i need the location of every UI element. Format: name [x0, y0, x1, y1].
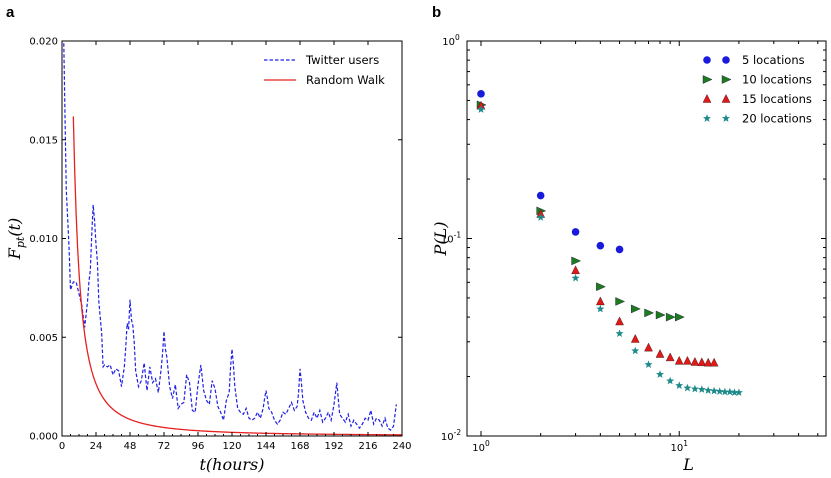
data-point — [697, 357, 707, 367]
legend-marker — [722, 114, 730, 122]
data-point — [683, 355, 692, 365]
y-tick-label: 0.020 — [29, 37, 58, 48]
data-point — [596, 304, 605, 313]
legend-marker — [722, 56, 730, 64]
series-20-locations — [477, 105, 743, 396]
legend: Twitter users Random Walk — [264, 53, 385, 87]
data-point — [596, 282, 606, 292]
panel-label: b — [432, 4, 441, 21]
data-point — [536, 213, 545, 221]
data-point — [690, 384, 699, 393]
x-tick-label: 144 — [256, 441, 275, 452]
data-point — [683, 383, 692, 392]
data-point — [690, 357, 700, 366]
data-point — [655, 310, 666, 320]
series-line-random-walk — [72, 116, 402, 436]
data-point — [725, 387, 734, 396]
data-point — [703, 357, 713, 367]
panel-a: a 0 24 48 72 96 120 144 168 192 216 240 0.000 0.005 0.… — [5, 4, 412, 474]
y-tick-label: 100 — [442, 33, 460, 48]
data-point — [477, 90, 485, 98]
data-point — [536, 191, 545, 200]
data-point — [477, 105, 485, 113]
panel-label: a — [6, 4, 15, 21]
y-axis-label: Fpt(t) — [5, 218, 27, 261]
data-point — [571, 228, 580, 236]
legend-marker — [702, 75, 713, 84]
x-tick-label: 0 — [59, 441, 65, 452]
data-point — [644, 342, 653, 352]
x-tick-label: 48 — [124, 441, 137, 452]
x-axis-label: L — [682, 455, 694, 474]
y-tick-label: 0.015 — [29, 135, 58, 146]
data-point — [644, 360, 653, 368]
data-point — [615, 329, 624, 337]
data-point — [674, 355, 684, 365]
data-point — [615, 316, 624, 326]
y-tick-label: 0.010 — [29, 234, 58, 245]
series-10-locations — [476, 100, 685, 322]
y-tick-label: 10-2 — [441, 428, 461, 443]
x-axis-label: t(hours) — [199, 455, 264, 474]
y-tick-label: 0.005 — [29, 333, 58, 344]
legend-entry: Twitter users — [305, 53, 379, 67]
legend: 5 locations 10 locations 15 locations 20 lo… — [702, 53, 812, 126]
legend-entry: Random Walk — [306, 73, 385, 87]
legend-entry: 10 locations — [742, 73, 812, 87]
y-tick-label: 10-1 — [441, 231, 461, 246]
data-point — [656, 370, 665, 378]
data-point — [644, 308, 655, 318]
x-tick-label: 101 — [670, 439, 688, 454]
x-tick-label: 168 — [290, 441, 309, 452]
data-point — [631, 304, 641, 314]
x-tick-label: 96 — [192, 441, 205, 452]
data-point — [665, 312, 676, 322]
data-point — [734, 388, 743, 396]
x-tick-label: 72 — [158, 441, 171, 452]
data-point — [615, 297, 626, 306]
data-point — [715, 387, 724, 395]
axes-frame — [61, 40, 403, 437]
y-axis-label: P(L) — [431, 222, 450, 257]
data-point — [571, 273, 580, 282]
legend-marker — [702, 94, 712, 103]
data-point — [665, 352, 675, 362]
legend-marker — [703, 56, 711, 64]
data-point — [571, 256, 582, 266]
data-point — [666, 376, 675, 385]
data-point — [655, 349, 665, 358]
data-point — [571, 265, 580, 275]
data-point — [730, 388, 739, 396]
x-tick-label: 192 — [324, 441, 343, 452]
series-line-twitter-users — [63, 41, 397, 431]
x-tick-label: 240 — [392, 441, 411, 452]
legend-marker — [721, 94, 731, 103]
data-point — [596, 241, 605, 250]
legend-marker — [721, 75, 732, 84]
data-point — [630, 334, 640, 343]
data-point — [631, 346, 640, 355]
series-5-locations — [477, 90, 624, 254]
data-point — [709, 357, 719, 367]
legend-marker — [703, 114, 711, 122]
x-tick-label: 216 — [358, 441, 377, 452]
y-tick-label: 0.000 — [29, 432, 58, 443]
data-point — [675, 381, 684, 389]
x-tick-label: 100 — [472, 439, 490, 454]
series-15-locations — [476, 100, 719, 367]
x-tick-label: 24 — [90, 441, 103, 452]
data-point — [710, 386, 719, 395]
data-point — [704, 386, 713, 394]
data-point — [615, 245, 624, 254]
x-tick-label: 120 — [222, 441, 241, 452]
legend-entry: 15 locations — [742, 92, 812, 106]
legend-entry: 20 locations — [742, 112, 812, 126]
data-point — [675, 312, 685, 322]
data-point — [596, 296, 605, 306]
legend-entry: 5 locations — [742, 53, 805, 67]
data-point — [720, 387, 729, 396]
data-point — [697, 385, 706, 393]
